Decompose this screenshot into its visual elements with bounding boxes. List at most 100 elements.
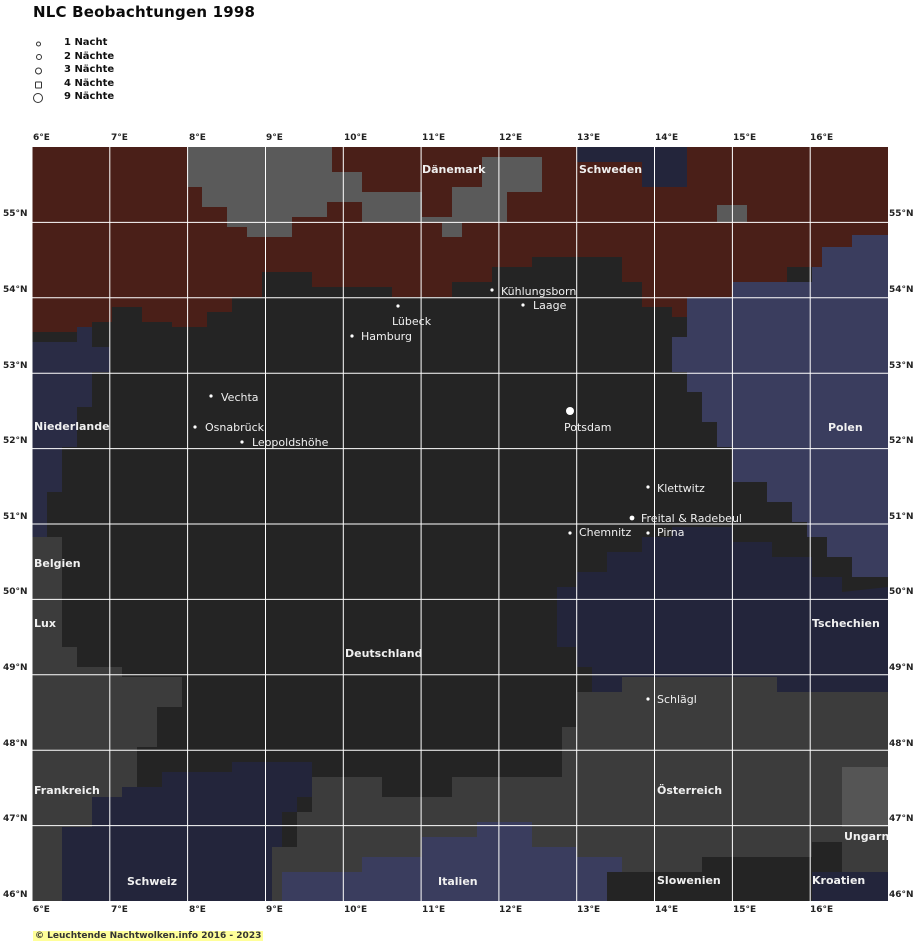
- country-label: Slowenien: [657, 874, 721, 887]
- legend-label: 2 Nächte: [64, 50, 115, 62]
- country-label: Kroatien: [812, 874, 865, 887]
- observation-label: Osnabrück: [205, 421, 265, 434]
- italy-region: [282, 822, 622, 901]
- lon-tick-top: 9°E: [266, 133, 283, 143]
- country-label: Schweiz: [127, 875, 177, 888]
- lat-tick-right: 46°N: [889, 890, 914, 900]
- lon-tick-top: 6°E: [33, 133, 50, 143]
- lat-tick-left: 53°N: [3, 361, 28, 371]
- legend-label: 4 Nächte: [64, 77, 115, 89]
- country-label: Deutschland: [345, 647, 422, 660]
- observation-marker[interactable]: [629, 515, 635, 521]
- lon-tick-bottom: 10°E: [344, 905, 368, 915]
- lon-tick-top: 15°E: [733, 133, 757, 143]
- observation-marker[interactable]: [521, 303, 525, 307]
- observation-marker[interactable]: [396, 304, 400, 308]
- lat-tick-right: 53°N: [889, 361, 914, 371]
- czech-region: [557, 527, 888, 692]
- legend-label: 1 Nacht: [64, 37, 108, 48]
- legend-dot-icon: [35, 81, 42, 89]
- lon-tick-bottom: 16°E: [810, 905, 834, 915]
- observation-label: Kühlungsborn: [501, 285, 576, 298]
- country-label: Schweden: [579, 163, 642, 176]
- switzerland-region: [62, 762, 312, 901]
- observation-marker[interactable]: [240, 440, 244, 444]
- france-region: [32, 537, 182, 901]
- lat-tick-right: 48°N: [889, 739, 914, 749]
- observation-marker[interactable]: [193, 425, 197, 429]
- lat-tick-right: 47°N: [889, 814, 914, 824]
- observation-label: Vechta: [221, 391, 259, 404]
- country-label: Niederlande: [34, 420, 110, 433]
- lon-tick-bottom: 15°E: [733, 905, 757, 915]
- lon-tick-top: 10°E: [344, 133, 368, 143]
- observation-label: Freital & Radebeul: [641, 512, 742, 525]
- lat-tick-left: 51°N: [3, 512, 28, 522]
- lon-tick-top: 14°E: [655, 133, 679, 143]
- country-label: Tschechien: [812, 617, 880, 630]
- lat-tick-left: 52°N: [3, 436, 28, 446]
- lat-tick-left: 47°N: [3, 814, 28, 824]
- observation-marker[interactable]: [490, 288, 494, 292]
- country-label: Dänemark: [422, 163, 486, 176]
- lon-tick-top: 16°E: [810, 133, 834, 143]
- poland-region: [672, 235, 888, 577]
- lat-tick-right: 51°N: [889, 512, 914, 522]
- lon-tick-bottom: 13°E: [577, 905, 601, 915]
- lat-tick-left: 55°N: [3, 209, 28, 219]
- country-label: Ungarn: [844, 830, 888, 843]
- croatia-region: [812, 872, 888, 901]
- map-title: NLC Beobachtungen 1998: [33, 3, 256, 21]
- observation-marker[interactable]: [646, 485, 650, 489]
- netherlands-region: [32, 327, 110, 547]
- observation-label: Lübeck: [392, 315, 432, 328]
- observation-label: Pirna: [657, 526, 685, 539]
- lat-tick-left: 50°N: [3, 587, 28, 597]
- legend-label: 3 Nächte: [64, 64, 115, 76]
- country-label: Lux: [34, 617, 56, 630]
- lat-tick-right: 50°N: [889, 587, 914, 597]
- lat-tick-right: 54°N: [889, 285, 914, 295]
- map[interactable]: Dänemark Schweden Niederlande Polen Belg…: [32, 147, 888, 901]
- lon-tick-top: 12°E: [499, 133, 523, 143]
- lon-tick-top: 13°E: [577, 133, 601, 143]
- country-label: Belgien: [34, 557, 81, 570]
- observation-marker[interactable]: [646, 697, 650, 701]
- observation-marker[interactable]: [209, 394, 213, 398]
- lon-tick-bottom: 12°E: [499, 905, 523, 915]
- lat-tick-right: 52°N: [889, 436, 914, 446]
- observation-marker[interactable]: [566, 407, 574, 415]
- copyright-notice: © Leuchtende Nachtwolken.info 2016 - 202…: [33, 931, 264, 941]
- observation-label: Chemnitz: [579, 526, 631, 539]
- lat-tick-right: 55°N: [889, 209, 914, 219]
- lat-tick-right: 49°N: [889, 663, 914, 673]
- lat-tick-left: 46°N: [3, 890, 28, 900]
- lat-tick-left: 48°N: [3, 739, 28, 749]
- baltic-sea: [187, 147, 542, 237]
- observation-marker[interactable]: [568, 531, 572, 535]
- legend-dot-icon: [36, 41, 41, 47]
- country-label: Polen: [828, 421, 863, 434]
- lon-tick-bottom: 9°E: [266, 905, 283, 915]
- lon-tick-bottom: 6°E: [33, 905, 50, 915]
- observation-label: Hamburg: [361, 330, 412, 343]
- graticule: [32, 147, 888, 901]
- lat-tick-left: 54°N: [3, 285, 28, 295]
- observation-marker[interactable]: [350, 334, 354, 338]
- legend-label: 9 Nächte: [64, 91, 115, 103]
- lon-tick-top: 11°E: [422, 133, 446, 143]
- observation-marker[interactable]: [646, 531, 650, 535]
- hungary-region: [842, 767, 888, 827]
- austria-region: [562, 677, 888, 901]
- observation-label: Schlägl: [657, 693, 697, 706]
- observation-label: Laage: [533, 299, 567, 312]
- country-label: Frankreich: [34, 784, 100, 797]
- lat-tick-left: 49°N: [3, 663, 28, 673]
- legend-dot-icon: [33, 93, 43, 104]
- lon-tick-bottom: 8°E: [189, 905, 206, 915]
- legend-dot-icon: [35, 67, 42, 75]
- observation-label: Klettwitz: [657, 482, 705, 495]
- country-label: Österreich: [657, 783, 722, 797]
- lon-tick-bottom: 7°E: [111, 905, 128, 915]
- lon-tick-top: 7°E: [111, 133, 128, 143]
